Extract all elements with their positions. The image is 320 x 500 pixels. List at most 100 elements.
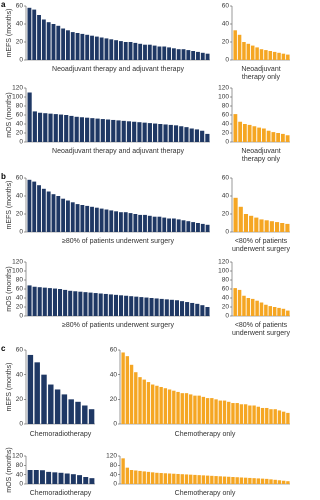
bar [158, 124, 163, 142]
bar [68, 290, 73, 316]
y-tick-label: 120 [12, 453, 23, 460]
bar [269, 479, 273, 484]
bar [75, 204, 80, 232]
bar [227, 476, 231, 484]
bar [48, 384, 54, 424]
y-tick-label: 0 [19, 139, 23, 146]
y-tick-label: 120 [218, 259, 229, 266]
bar [146, 382, 151, 424]
bar [172, 390, 176, 424]
bar [174, 300, 179, 316]
bar [163, 473, 168, 484]
bar [249, 215, 254, 232]
bar [210, 398, 214, 424]
bar [259, 302, 264, 316]
bar [201, 475, 206, 484]
y-tick-label: 0 [19, 481, 23, 488]
y-tick-label: 60 [222, 175, 230, 182]
y-tick-label: 60 [222, 3, 230, 10]
bar [143, 214, 147, 232]
bar [82, 405, 88, 424]
bar [90, 35, 94, 60]
y-tick-label: 120 [218, 85, 229, 92]
y-tick-label: 60 [222, 112, 230, 119]
bar [98, 293, 103, 316]
y-tick-label: 20 [110, 396, 118, 403]
x-axis-label: therapy only [242, 156, 281, 163]
bar [162, 217, 167, 232]
y-tick-label: 0 [19, 421, 23, 428]
bar [159, 387, 163, 424]
bar [185, 302, 190, 316]
x-axis-label: Chemoradiotherapy [30, 431, 92, 438]
bar [152, 216, 157, 232]
bar [152, 45, 157, 60]
bar [264, 304, 268, 316]
y-axis-label: mEFS (months) [6, 180, 13, 229]
bar [128, 42, 133, 60]
y-tick-label: 80 [16, 277, 24, 284]
y-tick-label: 40 [16, 21, 24, 28]
y-tick-label: 20 [16, 211, 24, 218]
x-axis-label: <80% of patients [235, 322, 288, 329]
figure: 0 20 40 60 Neoadjuvant therapy and adjuvant … [1, 0, 290, 497]
bar [191, 51, 196, 60]
bar [168, 124, 173, 142]
y-tick-label: 100 [12, 94, 23, 101]
bar [159, 473, 163, 484]
bar [173, 125, 179, 142]
bar [227, 401, 231, 424]
bar [118, 212, 123, 232]
bar [41, 19, 46, 60]
bar [134, 372, 138, 424]
bar [118, 41, 123, 60]
bar [200, 305, 205, 316]
bar [142, 471, 146, 484]
x-axis-label: <80% of patients [235, 238, 288, 245]
x-axis-label: ≥80% of patients underwent surgery [62, 238, 175, 245]
x-axis-label: ≥80% of patients underwent surgery [62, 322, 175, 329]
bar [257, 127, 262, 142]
bar [205, 307, 210, 316]
bar [121, 458, 125, 484]
bar [150, 472, 155, 484]
bar [138, 377, 142, 424]
bar [33, 470, 39, 484]
bar [250, 298, 255, 316]
bar [129, 470, 134, 484]
bar [147, 123, 152, 142]
bar [90, 206, 94, 232]
x-axis-label: Neoadjuvant [241, 66, 280, 73]
bar [138, 214, 143, 232]
y-tick-label: 80 [16, 103, 24, 110]
bar [39, 470, 45, 484]
bar [61, 28, 66, 60]
y-tick-label: 60 [16, 112, 24, 119]
bar [196, 223, 200, 232]
panel-letter: c [1, 344, 6, 353]
bar [243, 477, 248, 484]
y-tick-label: 60 [16, 3, 24, 10]
bar [37, 15, 41, 60]
bar [281, 53, 286, 60]
x-axis-label: underwent surgery [232, 330, 290, 337]
bar [83, 292, 88, 316]
bar [108, 294, 113, 316]
bar [242, 295, 246, 316]
bar [125, 356, 130, 424]
bar [147, 44, 152, 60]
bar [164, 299, 169, 316]
bar [32, 181, 37, 232]
bar [142, 122, 147, 142]
bar [205, 224, 210, 232]
bar [134, 470, 138, 484]
bar [250, 45, 255, 60]
bar [254, 217, 259, 232]
bar [189, 394, 193, 424]
bar [255, 47, 259, 60]
bar [52, 472, 58, 484]
panel-letter: a [1, 0, 6, 9]
bar [268, 51, 273, 60]
bar [125, 467, 130, 484]
